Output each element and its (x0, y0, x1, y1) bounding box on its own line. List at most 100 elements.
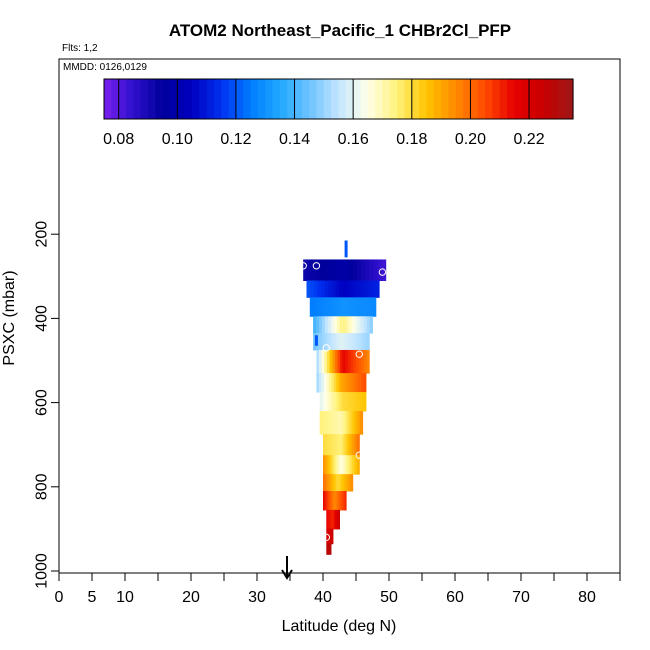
heatmap-cell (366, 333, 370, 351)
heatmap-cell (351, 373, 355, 393)
heatmap-cell (328, 280, 333, 298)
colorbar-segment (235, 79, 244, 119)
colorbar-segment (221, 79, 230, 119)
heatmap-cell (336, 509, 338, 530)
colorbar-segment (477, 79, 486, 119)
heatmap-cell (373, 259, 378, 282)
heatmap-cell (323, 259, 329, 282)
heatmap-cell (375, 280, 380, 298)
colorbar-segment (529, 79, 537, 119)
colorbar-segment (455, 79, 464, 119)
heatmap-cell (369, 316, 373, 334)
colorbar-segment (543, 79, 552, 119)
heatmap-cell (353, 434, 357, 456)
heatmap-cell (339, 280, 344, 298)
colorbar-segment (228, 79, 237, 119)
profile-marker (314, 335, 318, 346)
colorbar-segment (419, 79, 428, 119)
heatmap-cell (340, 349, 344, 374)
heatmap-cell (344, 455, 348, 475)
heatmap-cell (331, 392, 335, 412)
heatmap-cell (362, 297, 367, 317)
heatmap-cell (319, 349, 323, 374)
heatmap-cell (345, 316, 350, 334)
heatmap-cell (316, 297, 321, 317)
heatmap-cell (335, 333, 339, 351)
heatmap-cell (334, 509, 337, 530)
heatmap-cell (333, 509, 335, 530)
heatmap-cell (333, 455, 337, 475)
heatmap-cell (350, 349, 354, 374)
heatmap-cell (352, 259, 358, 282)
colorbar-segment (470, 79, 479, 119)
heatmap-cell (334, 474, 337, 492)
heatmap-cell (333, 392, 337, 412)
heatmap-cell (338, 392, 341, 412)
heatmap-cell (335, 455, 339, 475)
heatmap-cell (330, 474, 333, 492)
heatmap-cell (358, 411, 361, 435)
heatmap-cell (341, 333, 345, 351)
heatmap-cell (313, 297, 317, 317)
heatmap-cell (363, 349, 368, 374)
heatmap-cell (338, 509, 340, 530)
heatmap-cell (336, 491, 339, 511)
heatmap-cell (325, 474, 328, 492)
heatmap-cell (329, 349, 333, 374)
heatmap-cell (343, 411, 346, 435)
heatmap-cell (346, 474, 349, 492)
colorbar-segment (191, 79, 200, 119)
colorbar-segment (404, 79, 413, 119)
heatmap-cell (359, 297, 364, 317)
sample-point (368, 392, 377, 400)
heatmap-cell (336, 316, 341, 334)
colorbar-segment (272, 79, 281, 119)
y-tick-label: 400 (34, 305, 51, 332)
colorbar-segment (499, 79, 508, 119)
colorbar-segment (441, 79, 450, 119)
colorbar-segment (426, 79, 435, 119)
colorbar-segment (147, 79, 156, 119)
heatmap-cell (346, 373, 350, 393)
heatmap-cell (358, 349, 362, 374)
heatmap-cell (368, 280, 373, 298)
y-axis: 200 400 600 800 1000 (34, 221, 59, 589)
colorbar-segment (206, 79, 215, 119)
heatmap-cell (333, 373, 337, 393)
colorbar-segment (507, 79, 515, 119)
heatmap-cell (331, 373, 335, 393)
heatmap-cell (332, 509, 335, 530)
colorbar-segment (243, 79, 252, 119)
heatmap-cell (345, 474, 348, 492)
heatmap-cell (363, 333, 367, 351)
heatmap-cell (328, 455, 331, 475)
heatmap-cell (332, 491, 334, 511)
colorbar-segment (353, 79, 362, 119)
heatmap-cell (327, 509, 329, 530)
heatmap-cell (342, 392, 346, 412)
heatmap-cell (328, 392, 332, 412)
heatmap-cell (349, 474, 352, 492)
x-tick-label: 80 (578, 589, 596, 606)
heatmap-cell (352, 392, 355, 412)
x-tick-label: 70 (512, 589, 530, 606)
heatmap-cell (330, 434, 333, 456)
heatmap-cell (331, 491, 333, 511)
x-tick-label: 10 (116, 589, 134, 606)
heatmap-cell (342, 434, 346, 456)
heatmap-cell (326, 349, 331, 374)
heatmap-cell (349, 411, 353, 435)
heatmap-cell (341, 455, 344, 475)
heatmap-cell (330, 316, 335, 334)
heatmap-cell (337, 474, 340, 492)
heatmap-cell (365, 259, 370, 282)
heatmap-cell (335, 434, 339, 456)
heatmap-cell (318, 373, 322, 393)
sample-point (312, 262, 321, 270)
heatmap-cell (316, 349, 320, 374)
heatmap-cell (348, 259, 354, 282)
heatmap-cell (360, 280, 366, 298)
heatmap-cell (309, 297, 314, 317)
heatmap-cell (339, 491, 341, 511)
